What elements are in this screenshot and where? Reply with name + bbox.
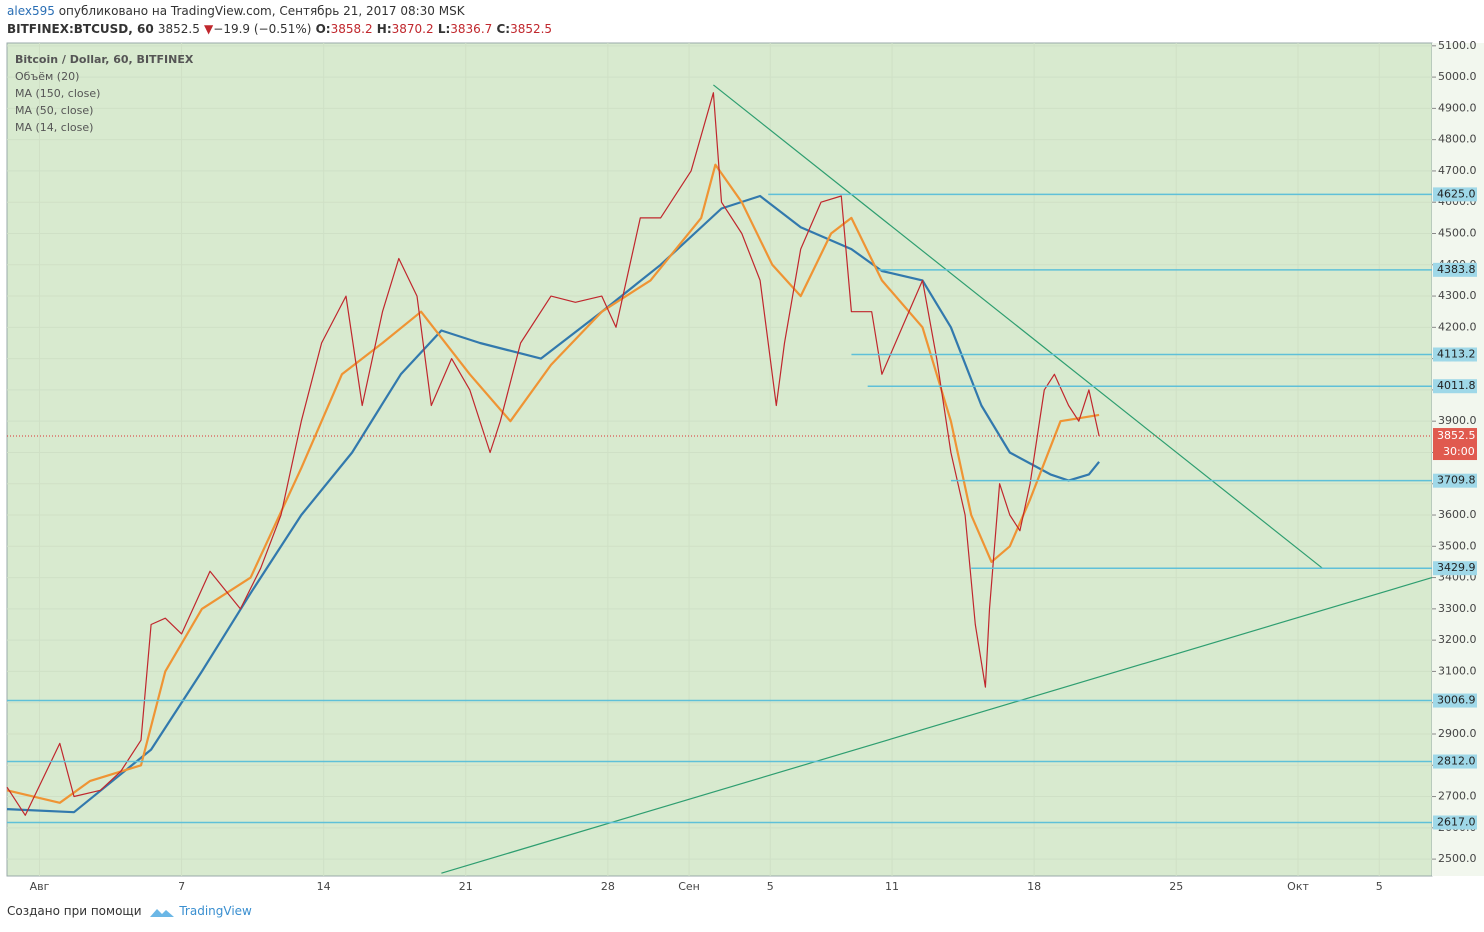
level-box (1433, 815, 1477, 830)
legend-entry: MA (150, close) (15, 87, 100, 100)
level-box (1433, 693, 1477, 708)
x-tick-label: Авг (30, 880, 50, 893)
arrow: ▼ (204, 22, 214, 36)
y-tick-label: 2700.0 (1438, 790, 1477, 803)
countdown: 30:00 (1443, 445, 1475, 458)
trendline (441, 577, 1433, 874)
level-label: 4011.8 (1437, 379, 1476, 392)
low: 3836.7 (450, 22, 493, 36)
x-tick-label: Окт (1287, 880, 1309, 893)
level-box (1433, 561, 1477, 576)
change: −19.9 (−0.51%) (213, 22, 312, 36)
x-tick-label: 11 (885, 880, 899, 893)
y-tick-label: 4700.0 (1438, 164, 1477, 177)
footer-brand[interactable]: TradingView (179, 904, 252, 918)
x-tick-label: 21 (459, 880, 473, 893)
legend-entry: Объём (20) (15, 70, 79, 83)
quote-line: BITFINEX:BTCUSD, 60 3852.5 ▼−19.9 (−0.51… (7, 22, 552, 36)
published: опубликовано на TradingView.com, Сентябр… (58, 4, 465, 18)
level-box (1433, 473, 1477, 488)
publish-line: alex595 опубликовано на TradingView.com,… (7, 4, 465, 18)
x-tick-label: 25 (1169, 880, 1183, 893)
o: O: (315, 22, 331, 36)
y-tick-label: 3100.0 (1438, 664, 1477, 677)
level-label: 4113.2 (1437, 347, 1476, 360)
last-price-box (1433, 428, 1477, 461)
x-tick-label: 5 (767, 880, 774, 893)
symbol: BITFINEX:BTCUSD, 60 (7, 22, 154, 36)
logo (150, 908, 175, 917)
last: 3852.5 (157, 22, 200, 36)
y-tick-label: 4800.0 (1438, 133, 1477, 146)
y-tick-label: 5100.0 (1438, 39, 1477, 52)
level-box (1433, 347, 1477, 362)
y-tick-label: 4200.0 (1438, 320, 1477, 333)
level-label: 4383.8 (1437, 263, 1476, 276)
x-tick-label: 18 (1027, 880, 1041, 893)
x-tick-label: 14 (317, 880, 331, 893)
y-tick-label: 3200.0 (1438, 633, 1477, 646)
level-box (1433, 262, 1477, 277)
y-tick-label: 4500.0 (1438, 226, 1477, 239)
level-label: 3006.9 (1437, 694, 1476, 707)
y-tick-label: 3300.0 (1438, 602, 1477, 615)
series-line (6, 194, 1100, 814)
x-tick-label: 28 (601, 880, 615, 893)
legend-title: Bitcoin / Dollar, 60, BITFINEX (15, 53, 194, 66)
author[interactable]: alex595 (7, 4, 55, 18)
level-label: 4625.0 (1437, 187, 1476, 200)
level-label: 2617.0 (1437, 816, 1476, 829)
y-tick-label: 2900.0 (1438, 727, 1477, 740)
level-box (1433, 379, 1477, 394)
y-tick-label: 5000.0 (1438, 70, 1477, 83)
close: 3852.5 (510, 22, 553, 36)
x-tick-label: 7 (178, 880, 185, 893)
y-tick-label: 4300.0 (1438, 289, 1477, 302)
trendline (713, 84, 1323, 569)
footer-text: Создано при помощи (7, 904, 142, 918)
chart: 2500.02600.02700.02800.02900.03000.03100… (6, 39, 1484, 893)
x-tick-label: Сен (678, 880, 700, 893)
level-box (1433, 754, 1477, 769)
level-box (1433, 187, 1477, 202)
level-label: 2812.0 (1437, 755, 1476, 768)
legend-entry: MA (50, close) (15, 104, 93, 117)
y-tick-label: 2500.0 (1438, 852, 1477, 865)
y-tick-label: 4900.0 (1438, 101, 1477, 114)
h: H: (376, 22, 392, 36)
y-tick-label: 3900.0 (1438, 414, 1477, 427)
y-tick-label: 3500.0 (1438, 539, 1477, 552)
l: L: (437, 22, 451, 36)
level-label: 3429.9 (1437, 561, 1476, 574)
y-tick-label: 3600.0 (1438, 508, 1477, 521)
last-price-label: 3852.5 (1437, 429, 1476, 442)
level-label: 3709.8 (1437, 474, 1476, 487)
series-line (6, 92, 1100, 816)
x-tick-label: 5 (1376, 880, 1383, 893)
c: C: (496, 22, 511, 36)
footer: Создано при помощи TradingView (7, 904, 252, 919)
high: 3870.2 (391, 22, 434, 36)
legend-entry: MA (14, close) (15, 121, 93, 134)
open: 3858.2 (330, 22, 373, 36)
series-line (6, 163, 1100, 804)
